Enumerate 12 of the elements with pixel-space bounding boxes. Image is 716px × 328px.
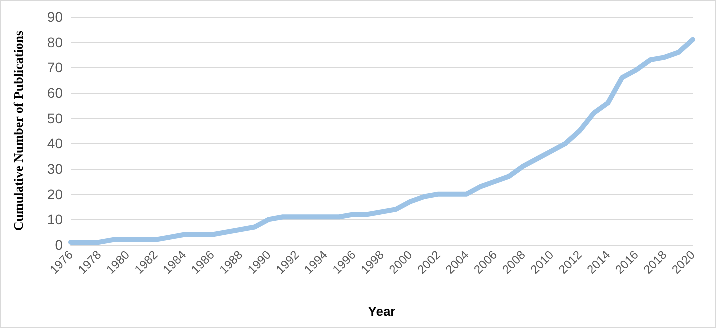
- y-tick-label: 80: [47, 34, 64, 50]
- y-axis-title: Cumulative Number of Publications: [11, 30, 26, 232]
- y-tick-label: 0: [55, 237, 64, 253]
- y-tick-label: 70: [47, 60, 64, 76]
- y-tick-label: 30: [47, 161, 64, 177]
- y-tick-label: 20: [47, 186, 64, 202]
- y-tick-label: 90: [47, 9, 64, 25]
- y-tick-label: 50: [47, 110, 64, 126]
- x-axis-title: Year: [368, 304, 396, 319]
- y-tick-label: 40: [47, 136, 64, 152]
- y-tick-label: 60: [47, 85, 64, 101]
- y-tick-label: 10: [47, 212, 64, 228]
